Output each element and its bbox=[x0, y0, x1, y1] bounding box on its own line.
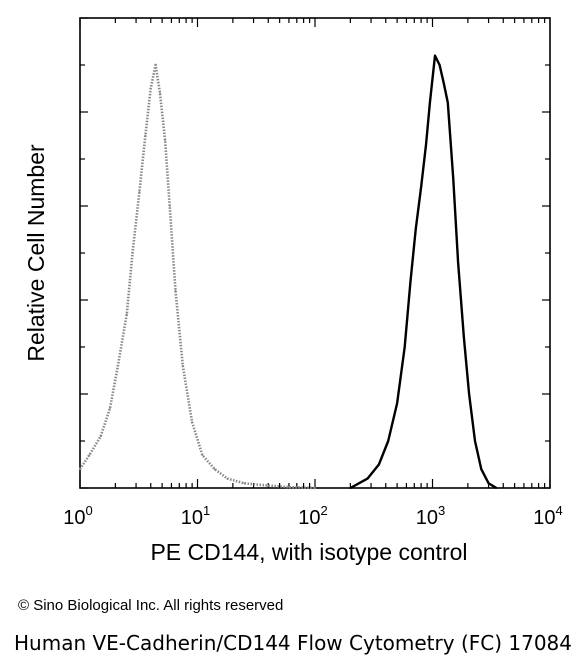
series-1-point bbox=[149, 87, 152, 90]
x-tick-label: 102 bbox=[298, 503, 327, 529]
series-2-point bbox=[438, 64, 441, 66]
series-1-point bbox=[267, 484, 270, 487]
series-1-point bbox=[243, 482, 246, 485]
series-1-point bbox=[164, 139, 167, 142]
series-2-point bbox=[452, 176, 455, 179]
series-1-point bbox=[131, 252, 134, 254]
x-tick-label-exponent: 2 bbox=[321, 503, 328, 518]
series-2-point bbox=[487, 482, 490, 485]
series-2-point bbox=[474, 440, 476, 442]
series-2-point bbox=[480, 468, 483, 471]
series-2-point bbox=[409, 280, 412, 283]
series-2-point bbox=[428, 101, 431, 104]
x-tick-label-exponent: 4 bbox=[556, 503, 563, 518]
series-2-point bbox=[403, 346, 406, 348]
x-tick-label-exponent: 0 bbox=[86, 503, 93, 518]
x-tick-label: 100 bbox=[63, 503, 92, 529]
series-2-point bbox=[387, 440, 390, 442]
flow-cytometry-histogram: 100 101 102 103 104 PE CD144, with isotype c… bbox=[23, 17, 563, 565]
series-1-point bbox=[168, 205, 171, 207]
series-1-point bbox=[99, 435, 102, 438]
x-tick-label-base: 10 bbox=[416, 507, 438, 529]
series-1-point bbox=[154, 64, 157, 66]
series-2-point bbox=[495, 487, 498, 489]
x-tick-label-base: 10 bbox=[63, 507, 85, 529]
series-1-point bbox=[125, 313, 128, 315]
series-1-point bbox=[116, 364, 119, 367]
series-2-point bbox=[468, 393, 471, 395]
copyright-notice: © Sino Biological Inc. All rights reserv… bbox=[18, 597, 284, 614]
series-1-point bbox=[138, 191, 141, 193]
series-1-point bbox=[144, 134, 147, 137]
y-ticks bbox=[80, 17, 550, 489]
series-2-point bbox=[420, 186, 423, 189]
series-1-point bbox=[159, 92, 161, 95]
x-tick-label: 103 bbox=[416, 503, 445, 529]
x-tick-label: 104 bbox=[533, 503, 562, 529]
figure-caption: Human VE-Cadherin/CD144 Flow Cytometry (… bbox=[14, 631, 572, 655]
y-axis-label: Relative Cell Number bbox=[23, 144, 49, 362]
x-tick-label-exponent: 1 bbox=[203, 503, 210, 518]
x-tick-label-base: 10 bbox=[181, 507, 203, 529]
x-tick-labels: 100 101 102 103 104 bbox=[63, 503, 562, 529]
series-2-point bbox=[462, 336, 465, 339]
series-1-point bbox=[109, 407, 111, 409]
series-1-point bbox=[213, 468, 216, 471]
x-tick-label: 101 bbox=[181, 503, 210, 529]
x-tick-label-base: 10 bbox=[298, 507, 320, 529]
series-2-point bbox=[396, 402, 399, 405]
series-1-point bbox=[288, 486, 290, 488]
series-2-point bbox=[446, 101, 449, 104]
series-1-point bbox=[226, 477, 229, 480]
series-2-point bbox=[366, 477, 369, 480]
series-1-point bbox=[88, 454, 91, 456]
series-2-point bbox=[425, 144, 427, 146]
series-1-line bbox=[78, 63, 316, 490]
series-2-point bbox=[378, 463, 380, 466]
series-1-point bbox=[181, 364, 184, 367]
series-2-line bbox=[349, 54, 498, 490]
series-1-point bbox=[79, 468, 81, 471]
series-layer bbox=[78, 54, 498, 490]
x-tick-label-exponent: 3 bbox=[438, 503, 445, 518]
series-1-point bbox=[314, 487, 316, 489]
series-2-point bbox=[434, 54, 436, 57]
x-axis-label: PE CD144, with isotype control bbox=[150, 539, 467, 565]
series-1-point bbox=[191, 421, 194, 424]
series-2-point bbox=[349, 487, 352, 489]
x-tick-label-base: 10 bbox=[533, 507, 555, 529]
series-2-point bbox=[457, 261, 459, 264]
series-1-point bbox=[201, 454, 204, 456]
series-2-point bbox=[414, 228, 417, 231]
series-2-point bbox=[442, 82, 445, 85]
series-1-point bbox=[174, 289, 177, 292]
